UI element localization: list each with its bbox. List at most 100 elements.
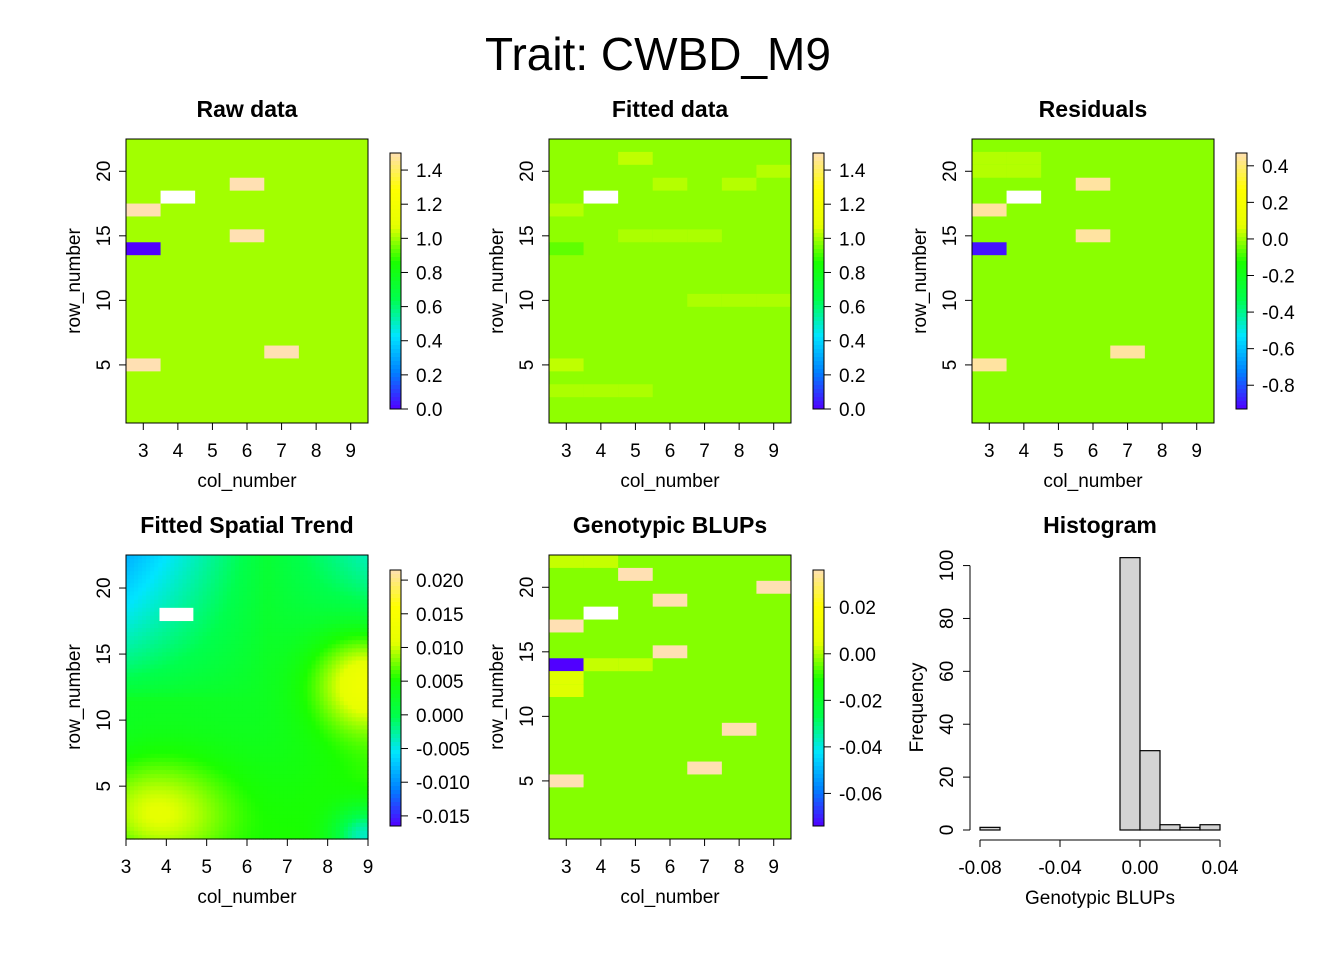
trend-surface-cell — [267, 818, 272, 824]
trend-surface-cell — [267, 765, 272, 771]
trend-surface-cell — [247, 830, 252, 836]
trend-surface-cell — [295, 830, 301, 836]
trend-surface-cell — [343, 672, 349, 678]
trend-surface-cell — [343, 709, 349, 714]
trend-surface-cell — [178, 810, 184, 816]
trend-surface-cell — [251, 725, 256, 731]
trend-surface-cell — [271, 664, 276, 670]
trend-surface-cell — [170, 619, 175, 625]
trend-surface-cell — [242, 692, 248, 698]
trend-surface-cell — [319, 770, 325, 775]
trend-surface-cell — [299, 648, 305, 653]
trend-surface-cell — [363, 607, 369, 613]
legend-tick-label: -0.8 — [1262, 376, 1295, 397]
trend-surface-cell — [343, 761, 349, 767]
trend-surface-cell — [134, 761, 139, 767]
trend-surface-cell — [194, 640, 200, 645]
heatmap-cell — [972, 151, 1007, 165]
trend-surface-cell — [202, 567, 208, 572]
trend-surface-cell — [222, 782, 228, 787]
trend-surface-cell — [339, 680, 345, 686]
trend-surface-cell — [206, 676, 212, 682]
trend-surface-cell — [287, 794, 292, 800]
trend-surface-cell — [363, 717, 369, 722]
trend-surface-cell — [186, 672, 192, 678]
trend-surface-cell — [351, 786, 357, 791]
trend-surface-cell — [238, 676, 244, 682]
trend-surface-cell — [263, 725, 268, 731]
trend-surface-cell — [295, 587, 301, 593]
trend-surface-cell — [339, 660, 345, 666]
trend-surface-cell — [247, 697, 252, 702]
legend-colorbar-segment — [813, 205, 824, 210]
trend-surface-cell — [186, 782, 192, 787]
trend-surface-cell — [271, 599, 276, 605]
trend-surface-cell — [130, 729, 135, 735]
legend-colorbar-segment — [813, 778, 824, 783]
trend-surface-cell — [271, 563, 276, 568]
trend-surface-cell — [202, 725, 208, 731]
trend-surface-cell — [238, 644, 244, 649]
trend-surface-cell — [247, 664, 252, 670]
trend-surface-cell — [234, 733, 240, 739]
trend-surface-cell — [311, 753, 317, 759]
trend-surface-cell — [186, 623, 192, 629]
trend-surface-cell — [130, 660, 135, 666]
trend-surface-cell — [126, 822, 131, 828]
trend-surface-cell — [275, 806, 280, 812]
trend-surface-cell — [303, 636, 309, 641]
trend-surface-cell — [343, 786, 349, 791]
trend-surface-cell — [279, 826, 284, 832]
trend-surface-cell — [158, 810, 163, 816]
trend-surface-cell — [230, 721, 236, 726]
trend-surface-cell — [351, 830, 357, 836]
trend-surface-cell — [259, 607, 264, 613]
trend-surface-cell — [283, 640, 288, 645]
trend-surface-cell — [222, 652, 228, 658]
trend-surface-cell — [351, 648, 357, 653]
trend-surface-cell — [126, 802, 131, 808]
trend-surface-cell — [295, 591, 301, 597]
trend-surface-cell — [359, 745, 365, 751]
trend-surface-cell — [279, 607, 284, 613]
trend-surface-cell — [142, 733, 147, 739]
trend-surface-cell — [158, 818, 163, 824]
trend-surface-cell — [299, 709, 305, 714]
legend-colorbar-segment — [813, 393, 824, 398]
trend-surface-cell — [238, 628, 244, 633]
trend-surface-cell — [251, 555, 256, 560]
trend-surface-cell — [283, 705, 288, 710]
trend-surface-cell — [210, 567, 216, 572]
trend-surface-cell — [291, 619, 296, 625]
trend-surface-cell — [343, 599, 349, 605]
legend-colorbar-segment — [390, 646, 401, 651]
trend-surface-cell — [194, 599, 200, 605]
trend-surface-cell — [347, 611, 353, 617]
trend-surface-cell — [319, 798, 325, 804]
trend-surface-cell — [206, 660, 212, 666]
trend-surface-cell — [351, 587, 357, 593]
trend-surface-cell — [299, 668, 305, 674]
trend-surface-cell — [222, 757, 228, 763]
trend-surface-cell — [206, 575, 212, 580]
trend-surface-cell — [214, 729, 220, 735]
trend-surface-cell — [331, 802, 337, 808]
trend-surface-cell — [182, 709, 188, 714]
trend-surface-cell — [315, 644, 321, 649]
legend-colorbar-segment — [390, 317, 401, 322]
trend-surface-cell — [255, 684, 260, 690]
trend-surface-cell — [242, 782, 248, 787]
trend-surface-cell — [238, 733, 244, 739]
trend-surface-cell — [271, 705, 276, 710]
trend-surface-cell — [190, 790, 196, 795]
trend-surface-cell — [210, 778, 216, 783]
trend-surface-cell — [134, 628, 139, 633]
trend-surface-cell — [238, 770, 244, 775]
trend-surface-cell — [186, 595, 192, 601]
heatmap-cell — [687, 293, 722, 307]
trend-surface-cell — [174, 668, 180, 674]
trend-surface-cell — [138, 717, 143, 722]
trend-surface-cell — [146, 749, 151, 755]
trend-surface-cell — [267, 770, 272, 775]
trend-surface-cell — [359, 571, 365, 576]
